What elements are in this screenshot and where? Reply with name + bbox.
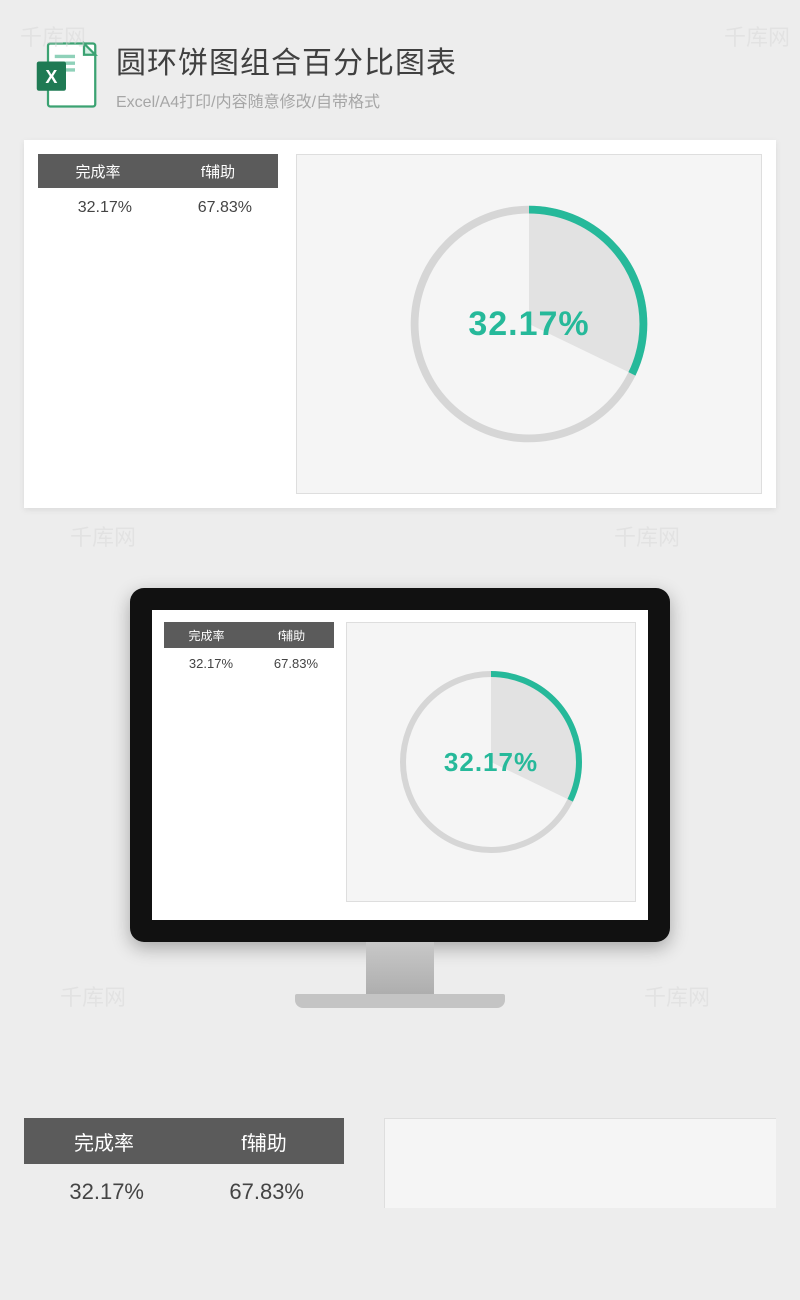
cell-completion: 32.17% [164, 656, 249, 671]
monitor-bezel: 完成率 f辅助 32.17% 67.83% 32.17% [130, 588, 670, 942]
cell-aux: 67.83% [158, 199, 278, 217]
table-header-row: 完成率 f辅助 [38, 154, 278, 188]
pie-slice [491, 674, 579, 800]
data-table: 完成率 f辅助 32.17% 67.83% [38, 154, 278, 494]
page-subtitle: Excel/A4打印/内容随意修改/自带格式 [116, 88, 770, 112]
table-row: 32.17% 67.83% [38, 188, 278, 228]
template-preview-card: 完成率 f辅助 32.17% 67.83% 32.17% [24, 140, 776, 508]
donut-center-label: 32.17% [468, 305, 589, 344]
table-row: 32.17% 67.83% [24, 1164, 344, 1220]
cell-aux: 67.83% [184, 1179, 344, 1205]
monitor-stand-base [295, 994, 505, 1008]
data-table: 完成率 f辅助 32.17% 67.83% [164, 622, 334, 908]
watermark: 千库网 [70, 520, 136, 552]
header: X 圆环饼图组合百分比图表 Excel/A4打印/内容随意修改/自带格式 [0, 0, 800, 122]
excel-file-icon: X [30, 39, 102, 111]
cell-aux: 67.83% [249, 656, 334, 671]
donut-chart: 32.17% [346, 622, 636, 902]
page-title: 圆环饼图组合百分比图表 [116, 38, 770, 82]
col-header-aux: f辅助 [158, 161, 278, 182]
cell-completion: 32.17% [38, 199, 158, 217]
monitor-stand-neck [366, 942, 434, 994]
table-header-row: 完成率 f辅助 [164, 622, 334, 648]
col-header-completion: 完成率 [24, 1127, 184, 1156]
svg-text:X: X [45, 67, 57, 87]
watermark: 千库网 [614, 520, 680, 552]
monitor-screen: 完成率 f辅助 32.17% 67.83% 32.17% [152, 610, 648, 920]
cell-completion: 32.17% [24, 1179, 184, 1205]
donut-center-label: 32.17% [444, 747, 538, 778]
col-header-completion: 完成率 [164, 627, 249, 644]
monitor-mockup: 完成率 f辅助 32.17% 67.83% 32.17% [0, 588, 800, 1008]
col-header-completion: 完成率 [38, 161, 158, 182]
col-header-aux: f辅助 [184, 1127, 344, 1156]
col-header-aux: f辅助 [249, 627, 334, 644]
donut-chart: 32.17% [296, 154, 762, 494]
table-row: 32.17% 67.83% [164, 648, 334, 678]
chart-area-cropped [384, 1118, 776, 1208]
pie-slice [529, 210, 643, 374]
table-header-row: 完成率 f辅助 [24, 1118, 344, 1164]
bottom-cropped-preview: 完成率 f辅助 32.17% 67.83% [24, 1118, 776, 1220]
